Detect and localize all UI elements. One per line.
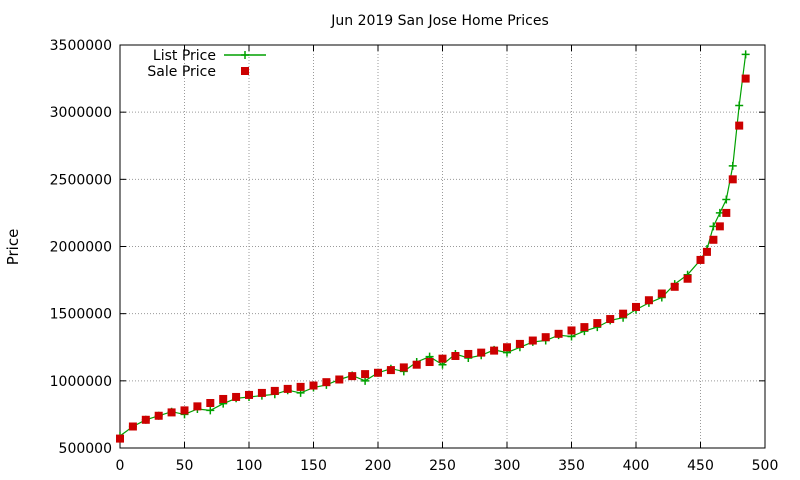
data-point-sale-price [451,351,460,360]
x-tick-label: 300 [494,458,521,474]
data-point-sale-price [206,398,215,407]
series-list-price [116,50,750,440]
data-point-sale-price [335,375,344,384]
legend-marker-sale-price [241,67,249,75]
data-point-list-price [722,195,731,204]
y-tick-label: 500000 [59,441,112,457]
x-tick-label: 50 [176,458,194,474]
data-point-list-price [735,101,744,110]
data-point-sale-price [515,339,524,348]
data-point-sale-price [167,408,176,417]
data-point-sale-price [374,368,382,377]
data-point-list-price [206,406,215,415]
data-point-list-price [728,161,737,170]
data-point-sale-price [245,390,253,399]
grid-lines [120,45,765,448]
data-point-sale-price [283,384,292,393]
x-tick-label: 200 [365,458,392,474]
data-point-sale-price [296,382,305,391]
data-point-sale-price [412,360,421,369]
data-point-sale-price [180,406,189,415]
data-point-sale-price [593,319,602,328]
data-point-sale-price [696,255,705,264]
y-tick-label: 1500000 [50,307,112,323]
data-point-sale-price [425,358,434,367]
x-tick-label: 250 [429,458,456,474]
data-point-sale-price [606,315,615,324]
data-point-sale-price [722,208,731,217]
data-point-sale-price [128,422,137,431]
x-tick-label: 150 [300,458,327,474]
data-point-sale-price [715,222,724,231]
data-point-sale-price [219,394,228,403]
data-point-sale-price [232,392,241,401]
legend-label-list-price: List Price [153,48,216,64]
x-tick-label: 0 [116,458,125,474]
data-point-sale-price [702,247,711,256]
data-point-list-price [741,50,750,59]
data-point-sale-price [657,289,666,298]
y-axis-ticks: 500000 1000000 1500000 2000000 2500000 300000… [50,38,765,457]
data-point-sale-price [670,282,679,291]
y-axis-label: Price [4,229,22,266]
data-point-sale-price [709,235,718,244]
data-point-sale-price [270,386,279,395]
data-point-sale-price [438,354,447,363]
legend-marker-list-price [241,51,249,59]
y-tick-label: 2500000 [50,172,112,188]
x-axis-ticks: 0 50 100 150 200 250 300 350 400 450 500 [116,45,779,474]
data-point-sale-price [741,74,750,83]
series-sale-price [116,74,750,443]
data-point-sale-price [619,309,628,318]
legend: List Price Sale Price [147,48,266,80]
data-point-sale-price [503,343,511,352]
data-point-sale-price [735,121,744,130]
y-tick-label: 3500000 [50,38,112,54]
data-point-sale-price [477,348,486,357]
data-point-sale-price [541,333,550,342]
data-point-sale-price [554,329,563,338]
data-point-sale-price [683,274,692,283]
data-point-sale-price [399,363,408,372]
x-tick-label: 500 [752,458,779,474]
series-layer [116,50,750,443]
y-tick-label: 2000000 [50,240,112,256]
x-tick-label: 350 [558,458,585,474]
chart-title: Jun 2019 San Jose Home Prices [330,13,549,29]
y-tick-label: 1000000 [50,374,112,390]
data-point-sale-price [309,381,318,390]
data-point-sale-price [348,372,357,381]
data-point-sale-price [580,323,589,332]
data-point-sale-price [567,326,576,335]
data-point-sale-price [322,378,331,387]
series-line-list-price [119,54,747,437]
data-point-sale-price [632,302,640,311]
x-tick-label: 100 [236,458,263,474]
data-point-sale-price [464,349,473,358]
data-point-sale-price [141,415,150,424]
legend-label-sale-price: Sale Price [147,64,216,80]
data-point-sale-price [490,346,499,355]
y-tick-label: 3000000 [50,105,112,121]
x-tick-label: 450 [687,458,714,474]
data-point-sale-price [528,336,537,345]
data-point-sale-price [728,175,737,184]
data-point-sale-price [116,434,124,443]
x-tick-label: 400 [623,458,650,474]
data-point-sale-price [644,296,653,305]
data-point-list-price [361,376,370,385]
data-point-sale-price [154,411,163,420]
data-point-sale-price [386,366,395,375]
data-point-sale-price [361,370,370,379]
data-point-sale-price [257,388,266,397]
data-point-sale-price [193,402,202,411]
